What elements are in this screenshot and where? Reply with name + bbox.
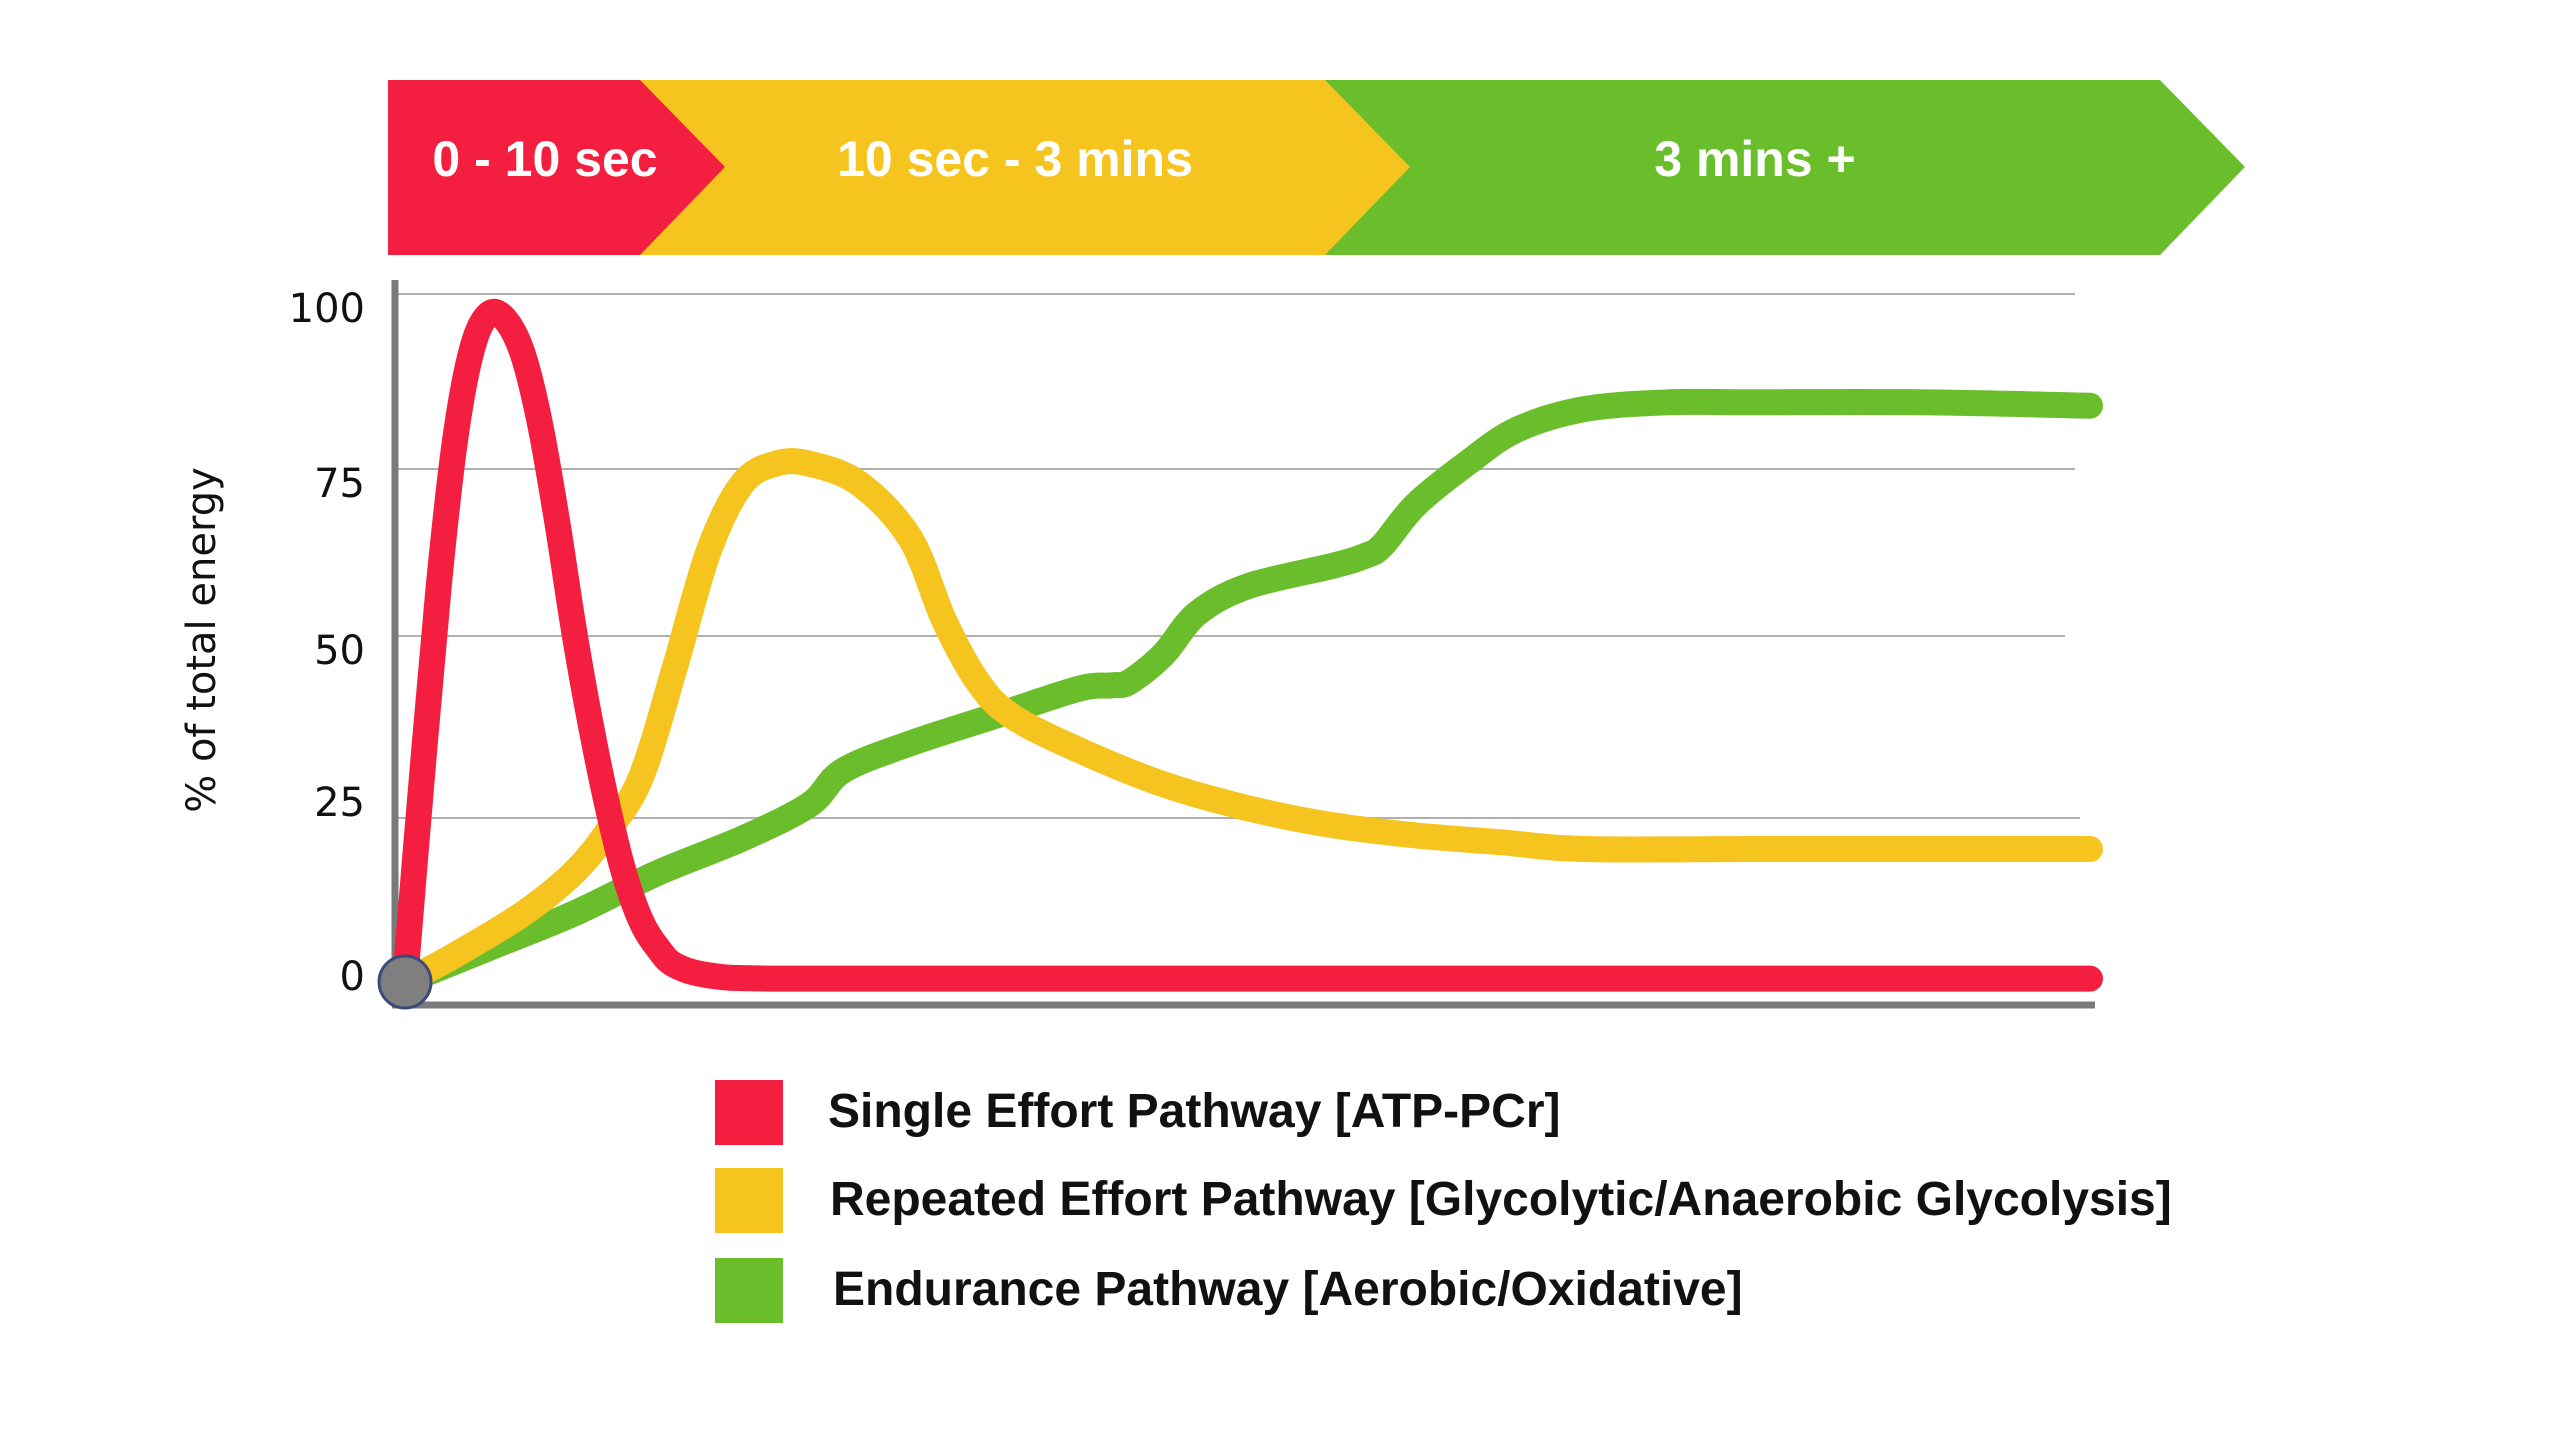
axes — [391, 280, 2095, 1009]
origin-marker — [377, 954, 433, 1010]
phase-arrow-red — [388, 80, 725, 255]
y-tick-100: 100 — [289, 286, 365, 332]
legend-swatch-endurance — [715, 1258, 783, 1323]
legend-label-repeated-effort: Repeated Effort Pathway [Glycolytic/Anae… — [830, 1173, 2172, 1226]
legend: Single Effort Pathway [ATP-PCr] Repeated… — [715, 1080, 2172, 1323]
phase-arrow-green — [1310, 80, 2245, 255]
y-tick-50: 50 — [314, 628, 365, 674]
y-axis-title: % of total energy — [179, 467, 225, 813]
y-tick-75: 75 — [314, 461, 365, 507]
phase-label-0: 0 - 10 sec — [432, 131, 657, 187]
legend-label-single-effort: Single Effort Pathway [ATP-PCr] — [828, 1085, 1561, 1138]
legend-label-endurance: Endurance Pathway [Aerobic/Oxidative] — [833, 1263, 1743, 1316]
y-tick-labels: 100 75 50 25 0 — [289, 286, 365, 1000]
series-lines — [392, 298, 2103, 995]
phase-label-1: 10 sec - 3 mins — [837, 131, 1193, 187]
phase-arrow-yellow — [625, 80, 1410, 255]
phase-label-2: 3 mins + — [1654, 131, 1856, 187]
line-endurance — [392, 388, 2103, 995]
line-single-effort — [392, 298, 2103, 995]
line-repeated-effort — [392, 448, 2103, 995]
legend-swatch-single-effort — [715, 1080, 783, 1145]
legend-swatch-repeated-effort — [715, 1168, 783, 1233]
y-tick-0: 0 — [340, 954, 365, 1000]
phase-banner: 0 - 10 sec 10 sec - 3 mins 3 mins + — [388, 80, 2245, 255]
y-tick-25: 25 — [314, 780, 365, 826]
